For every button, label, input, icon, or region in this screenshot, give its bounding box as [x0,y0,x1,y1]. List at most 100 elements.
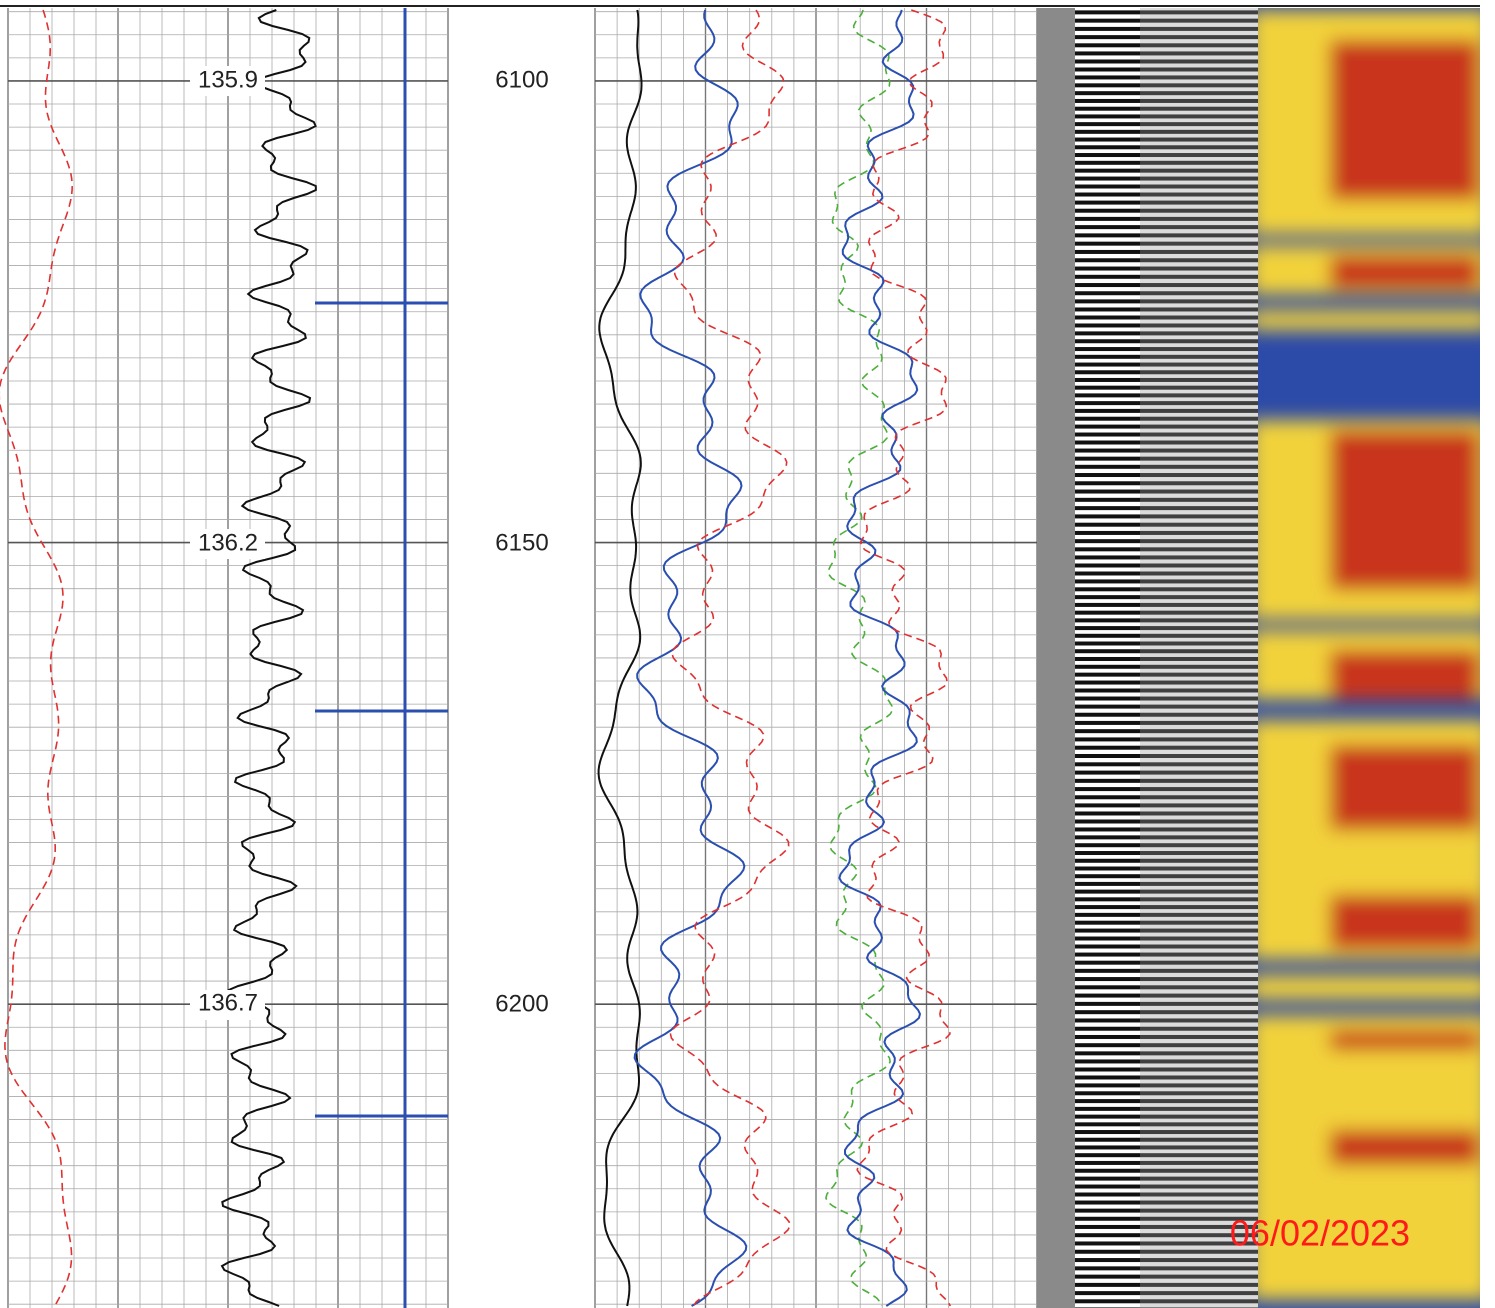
image-band [1330,40,1480,200]
seismic-stripe [1075,912,1258,917]
log-curve [838,9,922,1307]
seismic-stripe [1075,1010,1258,1015]
log-curve [597,9,643,1307]
log-curve [856,9,952,1307]
depth-label: 6150 [495,529,548,556]
seismic-stripe [1075,176,1258,181]
image-band [1330,1030,1480,1050]
log-curve [825,9,894,1307]
seismic-stripe [1075,1130,1258,1135]
seismic-stripe [1075,18,1258,23]
seismic-stripe [1075,649,1258,654]
seismic-stripe [1075,680,1258,685]
seismic-stripe [1075,555,1258,560]
log-curve [0,9,74,1307]
seismic-stripe [1075,114,1258,119]
image-band [1330,430,1480,590]
seismic-stripe [1075,1291,1258,1296]
label-bg [190,529,265,559]
seismic-stripe [1075,299,1258,304]
seismic-stripe [1075,1168,1258,1173]
seismic-stripe [1075,43,1258,48]
image-band [1330,745,1480,830]
seismic-stripe [1075,952,1258,957]
seismic-stripe [1075,216,1258,221]
seismic-stripe [1075,835,1258,840]
seismic-stripe [1075,626,1258,631]
seismic-stripe [1075,1176,1258,1181]
depth-label: 6200 [495,990,548,1017]
seismic-stripe [1075,67,1258,72]
seismic-stripe [1075,184,1258,189]
image-band [1258,975,1480,1000]
seismic-stripe [1075,1083,1258,1088]
seismic-stripe [1075,208,1258,213]
seismic-stripe [1075,851,1258,856]
seismic-stripe [1075,370,1258,375]
seismic-stripe [1075,1208,1258,1213]
seismic-stripe [1075,968,1258,973]
seismic-stripe [1075,571,1258,576]
seismic-stripe [1075,506,1258,511]
track-label: 136.2 [198,529,258,556]
seismic-stripe [1075,881,1258,886]
seismic-stripe [1075,1034,1258,1039]
seismic-stripe [1075,354,1258,359]
seismic-stripe [1075,762,1258,767]
seismic-stripe [1075,944,1258,949]
seismic-stripe [1075,1145,1258,1150]
seismic-stripe [1075,1153,1258,1158]
seismic-stripe [1075,1099,1258,1104]
seismic-stripe [1075,440,1258,445]
seismic-stripe [1075,587,1258,592]
seismic-stripe [1075,539,1258,544]
date-stamp: 06/02/2023 [1230,1213,1410,1254]
label-bg [190,990,265,1020]
depth-label: 6100 [495,66,548,93]
seismic-stripe [1075,1067,1258,1072]
seismic-stripe [1075,1216,1258,1221]
seismic-stripe [1075,960,1258,965]
seismic-stripe [1075,283,1258,288]
seismic-stripe [1075,1160,1258,1165]
seismic-stripe [1075,729,1258,734]
seismic-stripe [1075,514,1258,519]
seismic-stripe [1075,985,1258,990]
image-blur [1258,10,1480,1300]
seismic-stripe [1075,258,1258,263]
seismic-stripe [1075,897,1258,902]
image-band [1330,1130,1480,1165]
seismic-stripe [1075,610,1258,615]
seismic-stripe [1075,385,1258,390]
image-band [1330,895,1480,950]
seismic-stripe [1075,473,1258,478]
seismic-stripe [1075,347,1258,352]
seismic-stripe [1075,920,1258,925]
seismic-stripe [1075,1051,1258,1056]
seismic-stripe [1075,315,1258,320]
seismic-stripe [1075,59,1258,64]
curves [0,9,952,1307]
seismic-stripe [1075,778,1258,783]
seismic-stripe [1075,672,1258,677]
seismic-stripe [1075,770,1258,775]
seismic-stripe [1075,393,1258,398]
seismic-stripe [1075,843,1258,848]
seismic-stripe [1075,307,1258,312]
seismic-stripe [1075,145,1258,150]
seismic-stripe [1075,602,1258,607]
seismic-stripe [1075,1266,1258,1271]
seismic-stripe [1075,106,1258,111]
seismic-stripe [1075,720,1258,725]
seismic-stripe [1075,656,1258,661]
seismic-stripe [1075,291,1258,296]
seismic-stripe [1075,1026,1258,1031]
seismic-stripe [1075,331,1258,336]
seismic-stripe [1075,1184,1258,1189]
seismic-stripe [1075,993,1258,998]
seismic-stripe [1075,1106,1258,1111]
seismic-stripe [1075,745,1258,750]
seismic-stripe [1075,456,1258,461]
label-bg [190,66,265,96]
